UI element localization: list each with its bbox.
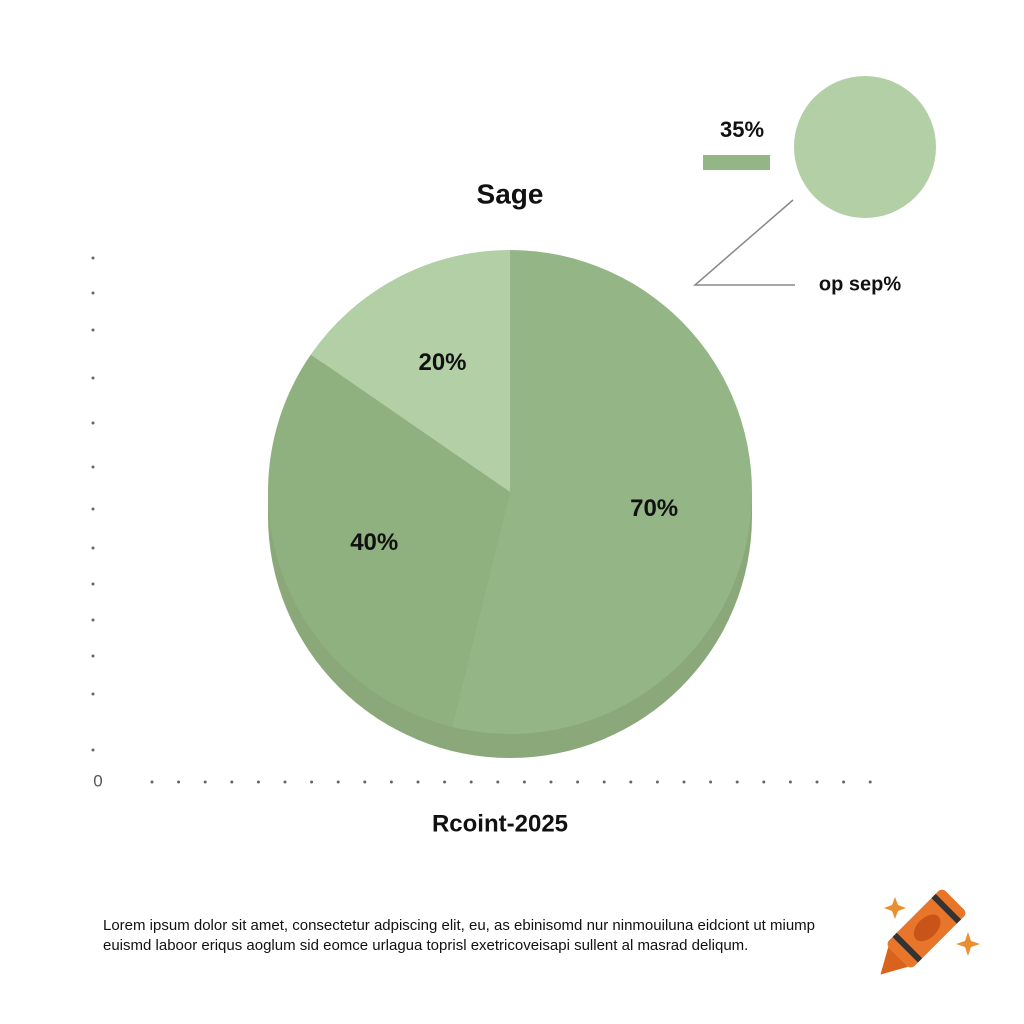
data-label: 70% [630,495,678,522]
axis-dot [256,780,260,784]
axis-dot [443,780,447,784]
axis-dots [91,256,95,752]
pie-slice [310,250,510,492]
footer-text: Lorem ipsum dolor sit amet, consectetur … [103,917,815,934]
axis-dot [629,780,633,784]
axis-dot [177,780,181,784]
axis-dot [735,780,739,784]
data-label: 20% [418,349,466,376]
axis-dots [150,780,872,784]
data-label: 40% [350,529,398,556]
chart-title: Sage [477,178,544,209]
axis-dot [602,780,606,784]
legend-circle [794,76,936,218]
axis-dot [522,780,526,784]
origin-label: 0 [93,771,102,790]
sparkle [956,932,980,956]
footer-text: euismd laboor eriqus aoglum sid eomce ur… [103,937,748,954]
axis-dot [709,780,713,784]
axis-dot [150,780,154,784]
pie-slice [452,250,753,734]
annotation: op sep% [819,273,901,295]
axis-dot [842,780,846,784]
axis-dot [549,780,553,784]
axis-dot [682,780,686,784]
axis-dot [655,780,659,784]
sparkle [884,897,906,919]
crayon-icon [880,889,966,975]
pie-slice [267,354,510,727]
pie: 70% 40% 20% [267,250,753,758]
axis-dot [283,780,287,784]
axis-dot [469,780,473,784]
axis-dot [416,780,420,784]
axis-dot [762,780,766,784]
axis-dot [336,780,340,784]
axis-dot [363,780,367,784]
axis-dot [815,780,819,784]
axis-dot [576,780,580,784]
annotation: 35% [720,117,764,142]
axis-dot [788,780,792,784]
axis-dot [230,780,234,784]
axis-dot [389,780,393,784]
axis-dot [203,780,207,784]
axis-dot [496,780,500,784]
legend-swatch [703,155,770,170]
leader-line [692,199,795,286]
axis-dot [868,780,872,784]
x-axis-label: Rcoint-2025 [432,810,568,837]
axis-dot [310,780,314,784]
